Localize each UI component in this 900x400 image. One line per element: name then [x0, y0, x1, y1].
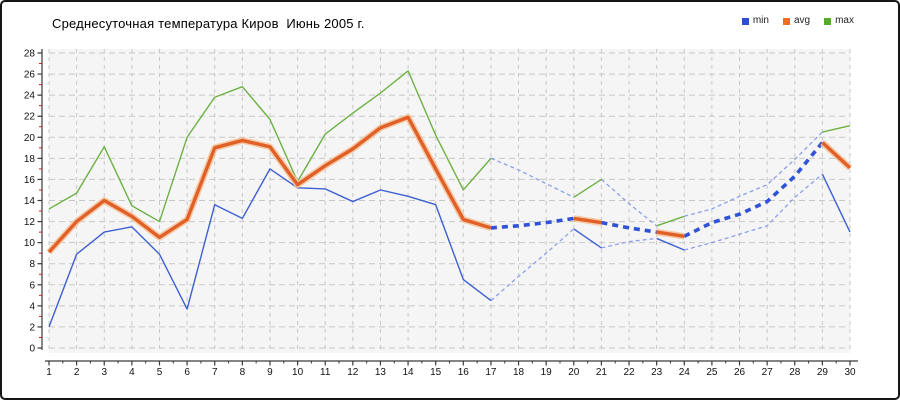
svg-text:22: 22 — [623, 367, 635, 378]
svg-text:30: 30 — [844, 367, 856, 378]
svg-text:23: 23 — [651, 367, 663, 378]
svg-text:3: 3 — [101, 367, 107, 378]
svg-text:29: 29 — [817, 367, 829, 378]
legend-swatch-max-icon — [824, 17, 832, 25]
svg-text:25: 25 — [706, 367, 718, 378]
svg-text:10: 10 — [24, 238, 36, 249]
legend-item-avg: avg — [782, 15, 811, 26]
svg-text:18: 18 — [513, 367, 525, 378]
svg-text:26: 26 — [734, 367, 746, 378]
svg-text:14: 14 — [403, 367, 415, 378]
x-axis: 1 2 3 4 5 6 7 8 9 10 11 12 13 14 15 16 17 18 19 20 21 22 23 24 2… — [45, 360, 858, 378]
chart-legend: min avg max — [741, 15, 854, 26]
svg-text:10: 10 — [292, 367, 304, 378]
svg-text:8: 8 — [240, 367, 246, 378]
svg-text:28: 28 — [789, 367, 801, 378]
chart-title: Среднесуточная температура Киров Июнь 20… — [52, 16, 365, 31]
svg-text:15: 15 — [430, 367, 442, 378]
legend-item-max: max — [824, 16, 854, 26]
svg-text:18: 18 — [24, 154, 36, 165]
svg-text:2: 2 — [29, 322, 35, 333]
svg-text:20: 20 — [568, 367, 580, 378]
svg-text:9: 9 — [267, 367, 273, 378]
svg-text:1: 1 — [46, 367, 52, 378]
svg-text:13: 13 — [375, 367, 387, 378]
svg-text:26: 26 — [24, 70, 36, 81]
svg-text:7: 7 — [212, 367, 218, 378]
series-avg-line — [46, 114, 853, 255]
svg-text:11: 11 — [320, 367, 331, 378]
svg-text:16: 16 — [458, 367, 470, 378]
legend-item-min: min — [741, 15, 769, 26]
legend-label-avg: avg — [793, 15, 811, 26]
svg-text:21: 21 — [596, 367, 608, 378]
svg-text:12: 12 — [347, 367, 359, 378]
series-min-line — [48, 168, 851, 328]
svg-text:8: 8 — [29, 259, 35, 270]
svg-text:12: 12 — [24, 217, 36, 228]
legend-label-min: min — [752, 15, 769, 26]
svg-text:28: 28 — [24, 49, 36, 60]
svg-text:5: 5 — [157, 367, 163, 378]
svg-text:27: 27 — [762, 367, 774, 378]
series-max-line — [48, 70, 851, 227]
legend-label-max: max — [835, 15, 854, 26]
svg-text:22: 22 — [24, 112, 36, 123]
svg-text:4: 4 — [129, 367, 135, 378]
svg-text:6: 6 — [184, 367, 190, 378]
svg-text:24: 24 — [679, 367, 691, 378]
svg-text:16: 16 — [24, 175, 36, 186]
svg-text:0: 0 — [29, 344, 35, 355]
svg-text:14: 14 — [24, 196, 36, 207]
svg-text:17: 17 — [485, 367, 497, 378]
svg-text:24: 24 — [24, 91, 36, 102]
svg-text:6: 6 — [29, 280, 35, 291]
svg-text:4: 4 — [29, 301, 35, 312]
svg-text:20: 20 — [24, 133, 36, 144]
svg-text:2: 2 — [74, 367, 80, 378]
legend-swatch-min-icon — [741, 17, 749, 25]
svg-text:19: 19 — [541, 367, 553, 378]
legend-swatch-avg-icon — [782, 17, 790, 25]
